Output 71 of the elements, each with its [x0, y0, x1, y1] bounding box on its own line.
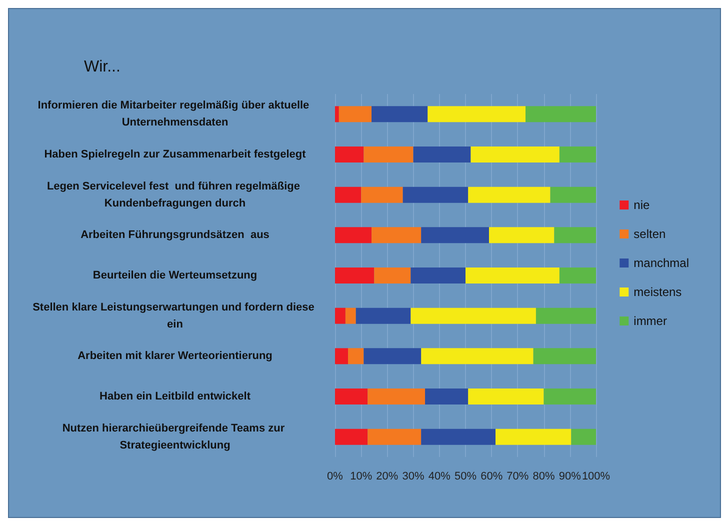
bar: [335, 388, 368, 404]
bar: [356, 308, 411, 324]
legend-label: manchmal: [634, 256, 690, 270]
x-tick-label: 30%: [402, 470, 425, 482]
bar: [410, 308, 536, 324]
bar: [372, 227, 422, 244]
bar: [361, 186, 403, 203]
bar: [335, 348, 348, 364]
bar: [335, 186, 362, 203]
x-tick-label: 90%: [558, 470, 582, 482]
bar: [526, 106, 596, 122]
bar: [544, 388, 596, 404]
bar: [364, 348, 422, 364]
x-tick-label: 70%: [506, 470, 529, 482]
bar: [335, 308, 346, 324]
bar: [536, 308, 596, 324]
bar: [364, 146, 414, 162]
bar: [402, 186, 468, 203]
bar: [468, 388, 544, 404]
text: Wir...: [84, 58, 120, 76]
y-tick-label: Beurteilen die Werteumsetzung: [92, 270, 258, 282]
x-tick-label: 50%: [454, 470, 477, 482]
y-tick-label: Arbeiten mit klarer Werteorientierung: [78, 350, 272, 362]
x-tick-label: 10%: [350, 470, 372, 482]
y-tick-label: Nutzen hierarchieübergreifende Teams zur Strategieentwicklung: [62, 422, 288, 452]
y-tick-label: Legen Servicelevel fest und führen regelmäßige Kundenbefragungen durch: [46, 180, 304, 210]
bar: [421, 227, 489, 244]
bar: [335, 106, 339, 122]
bar: [468, 186, 550, 203]
bar: [466, 268, 560, 284]
legend-label: immer: [634, 314, 667, 328]
bar: [335, 227, 372, 244]
bar: [345, 308, 356, 324]
bar: [410, 268, 466, 284]
bar: [421, 428, 496, 445]
bar: [571, 428, 596, 445]
bar: [338, 106, 372, 122]
bar: [496, 428, 572, 445]
bar: [335, 428, 368, 445]
bar: [413, 146, 471, 162]
bar: [335, 268, 374, 284]
legend-label: meistens: [634, 285, 682, 299]
x-tick-label: 20%: [376, 470, 398, 482]
bar: [425, 388, 468, 404]
y-tick-label: Haben Spielregeln zur Zusammenarbeit festgelegt: [44, 148, 306, 160]
bar: [559, 146, 596, 162]
y-tick-label: Stellen klare Leistungserwartungen und fordern diese ein: [32, 301, 318, 330]
bar: [533, 348, 596, 364]
bar: [368, 428, 422, 445]
bar: [428, 106, 526, 122]
x-tick-label: 40%: [428, 470, 451, 482]
bar: [559, 268, 596, 284]
y-tick-label: Informieren die Mitarbeiter regelmäßig über aktuelle Unternehmensdaten: [38, 100, 312, 129]
bar: [488, 227, 554, 244]
y-tick-label: Arbeiten Führungsgrundsätzen aus: [80, 229, 270, 242]
x-tick-label: 0%: [327, 470, 344, 482]
legend-label: nie: [634, 198, 650, 212]
x-tick-label: 60%: [480, 470, 503, 482]
x-tick-label: 80%: [532, 470, 556, 482]
bar: [374, 268, 411, 284]
legend-label: selten: [634, 227, 666, 241]
bar: [368, 388, 426, 404]
bar: [470, 146, 560, 162]
bar: [554, 227, 596, 244]
bar: [550, 186, 596, 203]
bar: [348, 348, 364, 364]
bar: [421, 348, 534, 364]
bar: [335, 146, 364, 162]
y-tick-label: Haben ein Leitbild entwickelt: [100, 390, 251, 402]
x-tick-label: 100%: [582, 470, 610, 482]
bar: [372, 106, 428, 122]
